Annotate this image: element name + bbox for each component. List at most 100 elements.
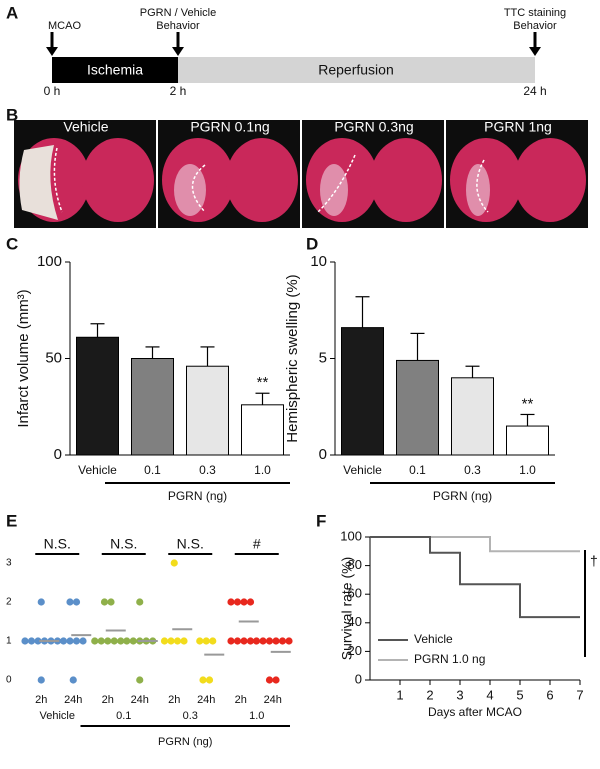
significance: N.S. [177, 536, 204, 552]
phase-label: Ischemia [87, 62, 143, 78]
dot [202, 637, 210, 645]
y-axis-label: Hemispheric swelling (%) [284, 274, 301, 442]
lesion-border [191, 164, 206, 213]
arrow-head [172, 47, 184, 56]
infarct [320, 164, 348, 216]
dot [97, 637, 105, 645]
dot [233, 598, 242, 606]
phase-label: Reperfusion [318, 62, 394, 78]
x-tick-label: 6 [546, 687, 553, 702]
time-label: 0 h [44, 84, 61, 98]
x-tick-label: Vehicle [78, 463, 117, 477]
reperfusion-bar [178, 57, 535, 83]
x-tick-label: 1 [396, 687, 403, 702]
arrow-head [529, 47, 541, 56]
event-label: Behavior [156, 20, 200, 32]
bar [131, 358, 174, 456]
y-axis-label: Survival rate (%) [339, 557, 355, 660]
dot [69, 676, 77, 684]
dot [205, 676, 214, 684]
x-axis-label: Days after MCAO [428, 705, 522, 719]
dot [66, 637, 74, 645]
survival-line [370, 536, 580, 619]
x-tick-label: 24h [264, 694, 282, 706]
significance: N.S. [110, 536, 137, 552]
panel-label: C [6, 234, 18, 253]
dot [199, 676, 207, 684]
dot [246, 598, 255, 606]
y-tick-label: 5 [319, 349, 327, 366]
dot [21, 637, 29, 645]
y-tick-label: 2 [6, 597, 12, 608]
dot [180, 637, 188, 645]
survival-line [370, 536, 580, 553]
group-label: PGRN (ng) [158, 736, 212, 748]
y-tick-label: 0 [355, 671, 362, 686]
dot [66, 598, 74, 606]
significance: ** [257, 374, 269, 391]
dot [136, 598, 144, 606]
y-tick-label: 0 [6, 675, 12, 686]
x-tick-label: 1.0 [519, 463, 536, 477]
x-tick-label: Vehicle [343, 463, 382, 477]
panel-label: B [6, 105, 18, 124]
brain-right [226, 138, 298, 222]
bar [241, 404, 284, 456]
significance: N.S. [44, 536, 71, 552]
bar [506, 425, 549, 456]
dot [272, 676, 280, 684]
y-tick-label: 10 [310, 253, 327, 270]
image-caption: PGRN 0.3ng [334, 119, 413, 135]
dot [72, 598, 81, 606]
x-tick-label: 24h [64, 694, 82, 706]
x-tick-label: 2 [426, 687, 433, 702]
group-label: 0.3 [183, 710, 198, 722]
y-tick-label: 3 [6, 558, 12, 569]
legend-label: PGRN 1.0 ng [414, 652, 485, 666]
dot [123, 637, 131, 645]
dot [196, 637, 204, 645]
dot [110, 637, 118, 645]
dot [37, 676, 45, 684]
infarct [466, 164, 490, 216]
event-label: PGRN / Vehicle [140, 7, 216, 19]
lesion-border [476, 159, 489, 213]
dot [160, 637, 169, 645]
brain-right [82, 138, 154, 222]
dot [91, 637, 99, 645]
panel-label: A [6, 3, 18, 22]
brain-right [370, 138, 442, 222]
y-tick-label: 60 [348, 586, 362, 601]
bar [186, 365, 229, 456]
x-tick-label: 2h [35, 694, 47, 706]
dot [117, 637, 125, 645]
ischemia-bar [52, 57, 178, 83]
x-tick-label: 0.1 [144, 463, 161, 477]
dot [37, 598, 45, 606]
time-label: 24 h [523, 84, 546, 98]
dot [209, 637, 217, 645]
y-tick-label: 80 [348, 557, 362, 572]
y-tick-label: 1 [6, 636, 12, 647]
y-axis-label: Infarct volume (mm³) [15, 289, 32, 427]
dot [246, 637, 255, 645]
x-tick-label: 4 [486, 687, 493, 702]
infarct [19, 145, 58, 220]
bar [76, 336, 119, 456]
dot [100, 598, 109, 606]
dot [252, 637, 261, 645]
dot [240, 637, 248, 645]
dot [104, 637, 112, 645]
bar [341, 327, 384, 456]
image-caption: PGRN 0.1ng [190, 119, 269, 135]
y-tick-label: 50 [45, 349, 62, 366]
image-caption: PGRN 1ng [484, 119, 552, 135]
infarct [174, 164, 206, 216]
dot [167, 637, 175, 645]
dot [285, 637, 293, 645]
x-tick-label: 2h [102, 694, 114, 706]
x-tick-label: 7 [576, 687, 583, 702]
bar [396, 359, 439, 456]
brain-right [514, 138, 586, 222]
x-tick-label: 24h [131, 694, 149, 706]
